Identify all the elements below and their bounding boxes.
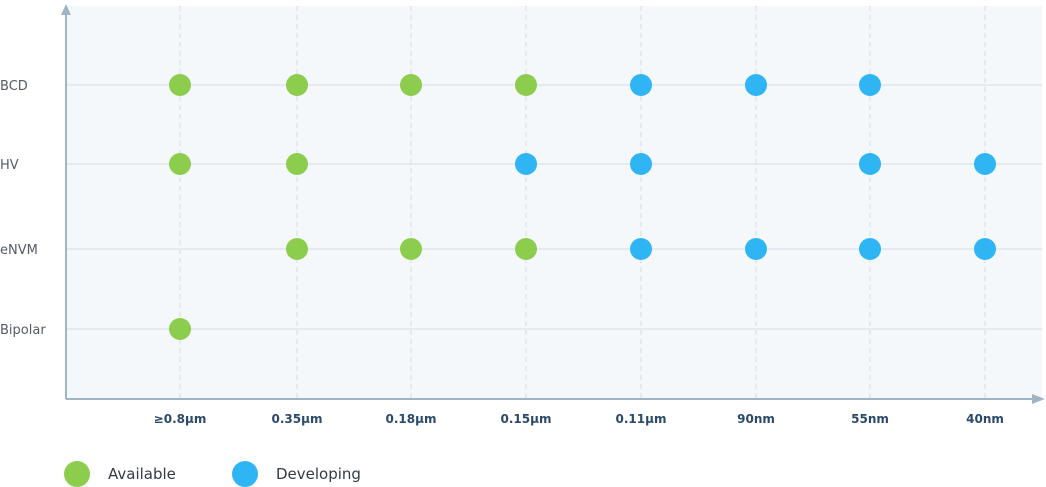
y-tick-label: BCD <box>0 79 28 94</box>
developing-legend-label: Developing <box>276 465 361 483</box>
plot-area <box>66 6 1042 399</box>
y-tick-label: eNVM <box>0 243 38 258</box>
technology-matrix-chart: BCD HV eNVM Bipolar ≥0.8μm 0.35μm 0.18μm 0.15μm… <box>0 4 1045 426</box>
point-developing <box>515 153 537 175</box>
point-available <box>169 153 191 175</box>
point-developing <box>974 153 996 175</box>
y-tick-label: Bipolar <box>0 323 46 338</box>
x-tick-label: 0.11μm <box>616 412 667 426</box>
point-developing <box>974 238 996 260</box>
x-tick-label: 0.15μm <box>501 412 552 426</box>
point-developing <box>859 153 881 175</box>
point-developing <box>745 74 767 96</box>
point-available <box>169 318 191 340</box>
point-developing <box>859 74 881 96</box>
developing-legend-swatch <box>232 461 258 487</box>
point-developing <box>630 74 652 96</box>
x-tick-label: 55nm <box>851 412 889 426</box>
point-available <box>400 238 422 260</box>
point-developing <box>630 238 652 260</box>
point-developing <box>745 238 767 260</box>
x-tick-label: 0.35μm <box>272 412 323 426</box>
point-available <box>286 238 308 260</box>
point-available <box>286 74 308 96</box>
point-developing <box>859 238 881 260</box>
legend-item-available: Available <box>64 461 176 487</box>
legend-item-developing: Developing <box>232 461 361 487</box>
point-available <box>515 74 537 96</box>
available-legend-swatch <box>64 461 90 487</box>
x-tick-label: 0.18μm <box>386 412 437 426</box>
point-available <box>515 238 537 260</box>
point-available <box>286 153 308 175</box>
x-axis-arrow-icon <box>1032 394 1045 404</box>
point-developing <box>630 153 652 175</box>
x-tick-label: 90nm <box>737 412 775 426</box>
y-axis-arrow-icon <box>61 4 71 15</box>
point-available <box>169 74 191 96</box>
x-tick-label: 40nm <box>966 412 1004 426</box>
point-available <box>400 74 422 96</box>
x-tick-label: ≥0.8μm <box>154 412 207 426</box>
y-tick-label: HV <box>0 158 19 173</box>
available-legend-label: Available <box>108 465 176 483</box>
